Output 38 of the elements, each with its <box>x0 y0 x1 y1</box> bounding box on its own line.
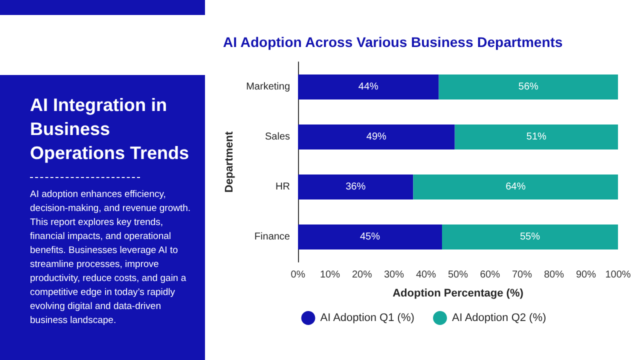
x-tick-label: 100% <box>605 270 631 280</box>
y-tick-label: Sales <box>264 132 290 142</box>
y-tick-label: HR <box>276 182 290 192</box>
legend-label: AI Adoption Q1 (%) <box>320 312 414 324</box>
text: AI Integration in Business Operations Trends <box>30 94 190 165</box>
bar <box>298 124 455 150</box>
x-tick-label: 80% <box>544 270 564 280</box>
bar <box>454 124 618 150</box>
x-tick-label: 0% <box>290 270 306 280</box>
data-label: 56% <box>518 82 539 92</box>
data-label: 64% <box>506 182 526 192</box>
x-tick-label: 90% <box>576 270 596 280</box>
data-label: 36% <box>346 182 366 192</box>
x-tick-label: 30% <box>384 270 404 280</box>
x-tick-label: 20% <box>352 270 372 280</box>
bar <box>438 74 618 100</box>
data-label: 44% <box>358 82 379 92</box>
y-tick-label: Finance <box>254 232 290 242</box>
text: AI adoption enhances efficiency, decision-making, and revenue growth. This report explores key trends, financial impacts, and operational benefits. Businesses leverage AI to streamline processes, improve productivity, reduce costs, and gain a competitive edge in today’s rapidly evolving digital and data-driven business landscape. <box>30 189 191 326</box>
data-label: 49% <box>366 132 387 142</box>
legend-label: AI Adoption Q2 (%) <box>452 312 546 324</box>
bar <box>413 174 618 200</box>
x-tick-label: 60% <box>480 270 500 280</box>
y-tick-label: Marketing <box>246 82 290 92</box>
chart-title: AI Adoption Across Various Business Departments <box>223 34 563 50</box>
x-tick-label: 40% <box>416 270 436 280</box>
y-axis-title: Department <box>224 131 236 193</box>
data-label: 55% <box>520 232 540 242</box>
bar <box>298 174 414 200</box>
x-axis-title: Adoption Percentage (%) <box>392 288 524 300</box>
data-label: 51% <box>526 132 547 142</box>
x-tick-label: 10% <box>320 270 340 280</box>
x-tick-label: 50% <box>448 270 468 280</box>
x-tick-label: 70% <box>512 270 532 280</box>
data-label: 45% <box>360 232 380 242</box>
bar <box>442 224 618 250</box>
bar <box>298 74 439 100</box>
bar <box>298 224 442 250</box>
